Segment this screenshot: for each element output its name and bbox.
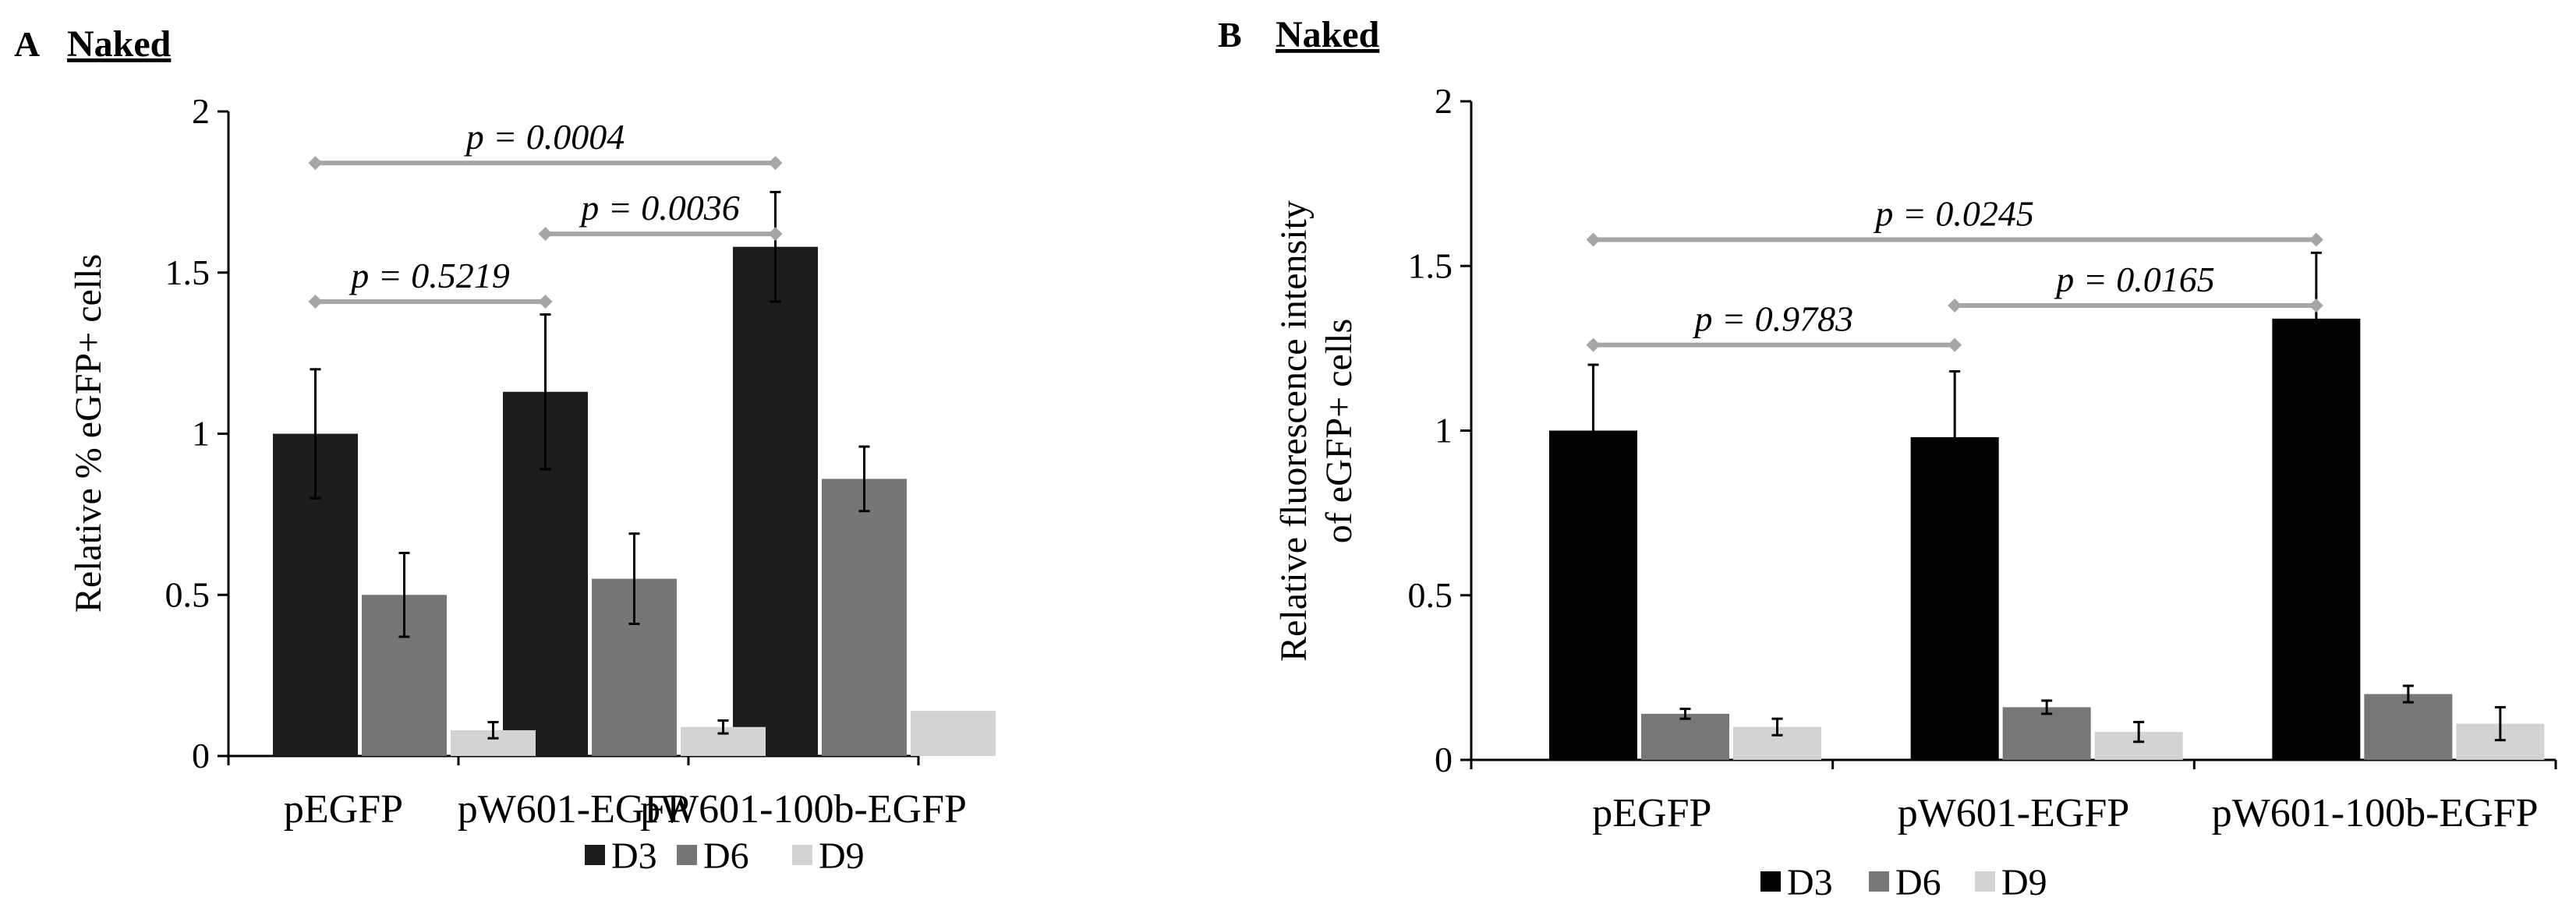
- y-tick-label: 2: [1435, 81, 1453, 121]
- panel-b-title: Naked: [1276, 14, 1380, 55]
- category-label: pW601-100b-EGFP: [2212, 791, 2539, 835]
- bar-d9: [911, 711, 996, 756]
- bar-d6: [1641, 713, 1729, 760]
- y-tick-label: 1.5: [165, 253, 211, 292]
- comparison-marker: [538, 294, 553, 309]
- category-label: pW601-100b-EGFP: [640, 787, 967, 832]
- y-tick-label: 0: [1435, 740, 1453, 779]
- bar-d3: [2272, 318, 2361, 761]
- comparison-marker: [768, 156, 783, 171]
- bar-d3: [733, 246, 818, 756]
- comparison-marker: [308, 294, 323, 309]
- legend-swatch-d9: [1975, 871, 1995, 892]
- comparison-marker: [1948, 298, 1962, 313]
- comparison-marker: [538, 227, 553, 242]
- comparison-marker: [2309, 232, 2323, 247]
- y-tick-label: 2: [192, 91, 210, 131]
- legend-label-d9: D9: [819, 835, 865, 877]
- bar-d6: [2002, 707, 2091, 760]
- comparison-marker: [2309, 298, 2323, 313]
- bar-d6: [822, 479, 907, 756]
- bar-d6: [2364, 694, 2453, 760]
- category-label: pW601-EGFP: [458, 787, 690, 832]
- legend-swatch-d6: [677, 845, 697, 865]
- comparison-marker: [1586, 232, 1601, 247]
- panel-a-title: Naked: [67, 23, 172, 65]
- comparison-marker: [768, 227, 783, 242]
- legend-label-d3: D3: [1787, 862, 1833, 903]
- comparison-marker: [1948, 337, 1962, 352]
- comparison-marker: [1586, 337, 1601, 352]
- legend-label-d6: D6: [1895, 862, 1941, 903]
- p-value-label: p = 0.0004: [464, 117, 625, 157]
- panel-b-letter: B: [1218, 15, 1242, 55]
- legend-label-d9: D9: [2001, 862, 2047, 903]
- y-tick-label: 1.5: [1408, 246, 1453, 285]
- y-axis-title: Relative fluorescence intensityof eGFP+ …: [1273, 200, 1360, 662]
- y-axis-title: Relative % eGFP+ cells: [68, 254, 109, 613]
- panel-a-letter: A: [14, 24, 40, 64]
- p-value-label: p = 0.0036: [579, 188, 740, 228]
- y-tick-label: 0: [192, 736, 210, 775]
- comparison-marker: [308, 156, 323, 171]
- y-tick-label: 1: [1435, 411, 1453, 450]
- p-value-label: p = 0.0245: [1873, 193, 2034, 233]
- y-tick-label: 0.5: [165, 574, 211, 614]
- p-value-label: p = 0.5219: [349, 256, 510, 295]
- y-tick-label: 1: [192, 414, 210, 454]
- legend-swatch-d9: [792, 845, 812, 865]
- category-label: pW601-EGFP: [1898, 791, 2130, 835]
- y-axis-title-line: Relative fluorescence intensity: [1273, 200, 1315, 662]
- category-label: pEGFP: [1592, 791, 1711, 835]
- panel-b: B Naked 0 0.5 1 1.5 2 pEGFP pW601-EGFP pW601-10…: [1218, 14, 2557, 903]
- panel-a: A Naked 0 0.5 1 1.5 2 pEGFP pW601-EGFPpW601-10…: [14, 23, 996, 877]
- legend-swatch-d3: [585, 845, 605, 865]
- legend-swatch-d3: [1760, 871, 1781, 892]
- legend-label-d3: D3: [611, 835, 657, 877]
- category-label: pEGFP: [284, 787, 403, 832]
- y-axis-title-line: of eGFP+ cells: [1318, 319, 1360, 543]
- y-axis-title-line: Relative % eGFP+ cells: [68, 254, 109, 613]
- y-tick-label: 0.5: [1408, 575, 1453, 615]
- p-value-label: p = 0.9783: [1693, 299, 1854, 339]
- p-value-label: p = 0.0165: [2054, 260, 2215, 299]
- legend-swatch-d6: [1869, 871, 1889, 892]
- legend-label-d6: D6: [703, 835, 749, 877]
